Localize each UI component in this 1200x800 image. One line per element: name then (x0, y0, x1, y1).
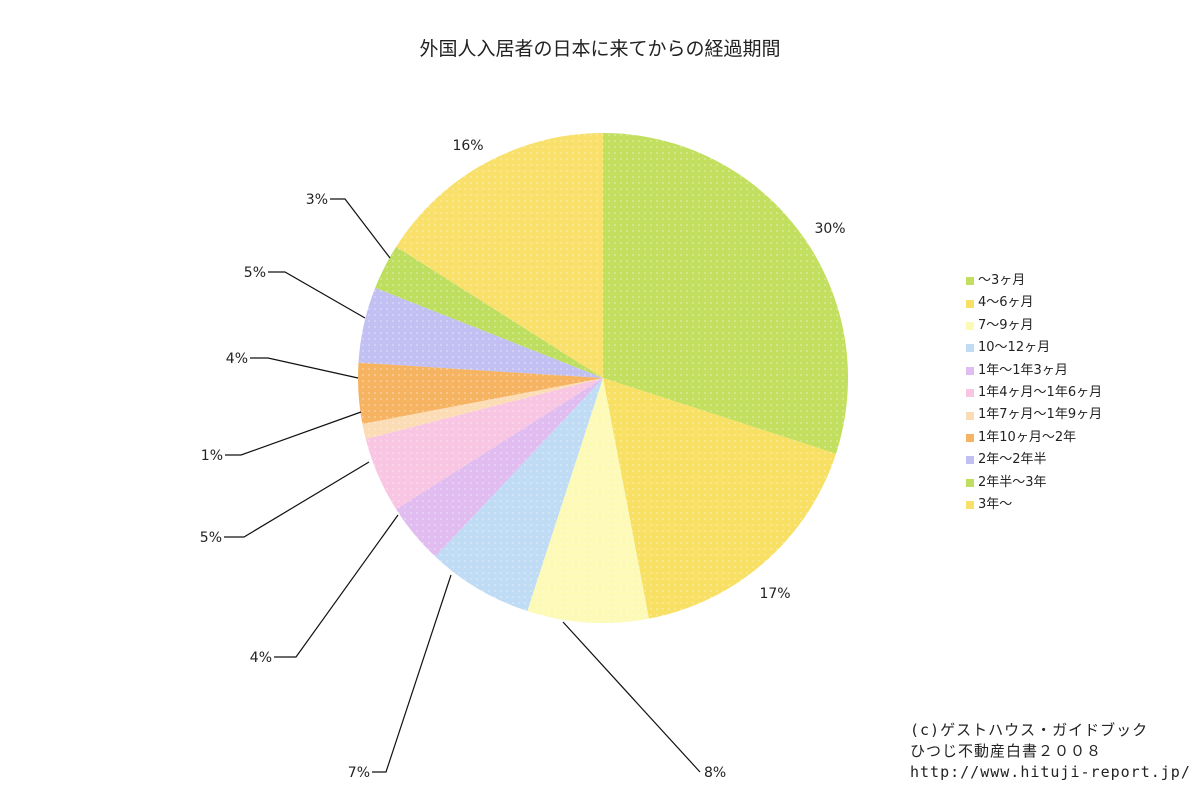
slice-percent-label: 5% (244, 265, 266, 281)
legend-swatch (966, 411, 974, 420)
legend-swatch (966, 433, 974, 442)
slice-percent-label: 1% (201, 448, 223, 464)
legend-label: 4〜6ヶ月 (978, 295, 1034, 311)
copyright-notice: (c)ゲストハウス・ガイドブック ひつじ不動産白書２００８ http://www… (910, 720, 1191, 783)
slice-percent-label: 30% (814, 221, 845, 237)
leader-line (268, 271, 366, 319)
pie-slice (375, 246, 603, 378)
slice-percent-label: 4% (250, 650, 272, 666)
legend-label: 1年7ヶ月〜1年9ヶ月 (978, 407, 1103, 423)
slice-percent-label: 16% (452, 138, 483, 154)
slice-percent-label: 7% (348, 765, 370, 781)
leader-line (224, 461, 370, 538)
pie-slice-texture (603, 133, 849, 454)
slice-percent-label: 4% (226, 351, 248, 367)
legend-entry: 1年10ヶ月〜2年 (966, 427, 1102, 449)
pie-slice (362, 378, 603, 439)
leader-line (250, 357, 359, 379)
pie-slice-texture (375, 246, 603, 378)
legend-label: 1年〜1年3ヶ月 (978, 362, 1068, 378)
pie-slice (357, 362, 603, 424)
legend-swatch (966, 366, 974, 375)
legend-entry: 7〜9ヶ月 (966, 315, 1102, 337)
legend-swatch (966, 277, 974, 286)
legend-swatch (966, 299, 974, 308)
pie-slice-texture (396, 378, 603, 557)
legend-entry: 1年4ヶ月〜1年6ヶ月 (966, 382, 1102, 404)
legend-label: 〜3ヶ月 (978, 273, 1026, 288)
leader-line (274, 514, 399, 658)
legend-entry: 1年〜1年3ヶ月 (966, 360, 1102, 382)
legend-swatch (966, 456, 974, 465)
pie-slice-texture (527, 378, 649, 624)
copyright-url: http://www.hituji-report.jp/ (910, 763, 1191, 781)
pie-slice (396, 133, 603, 378)
pie-slice (396, 378, 603, 557)
legend-swatch (966, 321, 974, 330)
pie-slice (358, 287, 603, 378)
legend-label: 1年4ヶ月〜1年6ヶ月 (978, 384, 1103, 400)
legend: 〜3ヶ月 4〜6ヶ月 7〜9ヶ月 10〜12ヶ月 1年〜1年3ヶ月 1年4ヶ月〜1年6ヶ月… (966, 270, 1102, 516)
legend-entry: 4〜6ヶ月 (966, 292, 1102, 314)
pie-slice (527, 378, 649, 624)
legend-entry: 2年〜2年半 (966, 449, 1102, 471)
legend-swatch (966, 478, 974, 487)
legend-label: 1年10ヶ月〜2年 (978, 429, 1077, 445)
copyright-line-1: (c)ゲストハウス・ガイドブック (910, 721, 1149, 739)
slice-percent-label: 8% (704, 765, 726, 781)
legend-entry: 1年7ヶ月〜1年9ヶ月 (966, 404, 1102, 426)
pie-slice-texture (365, 378, 603, 510)
legend-entry: 10〜12ヶ月 (966, 337, 1102, 359)
slice-percent-label: 17% (759, 586, 790, 602)
legend-label: 10〜12ヶ月 (978, 340, 1051, 356)
legend-swatch (966, 344, 974, 353)
legend-entry: 3年〜 (966, 494, 1102, 516)
pie-slice-texture (358, 287, 603, 378)
pie-slice-texture (357, 362, 603, 424)
legend-label: 3年〜 (978, 496, 1013, 512)
pie-slice (435, 378, 603, 612)
slice-percent-label: 5% (200, 530, 222, 546)
pie-slice-texture (603, 378, 837, 619)
pie-slice-texture (362, 378, 603, 439)
copyright-line-2: ひつじ不動産白書２００８ (910, 742, 1103, 760)
legend-swatch (966, 389, 974, 398)
legend-swatch (966, 501, 974, 510)
pie-slice (365, 378, 603, 510)
leader-line (372, 574, 452, 773)
legend-entry: 2年半〜3年 (966, 472, 1102, 494)
pie-slice (603, 133, 849, 454)
leader-line (562, 621, 701, 773)
leader-line (330, 198, 391, 259)
leader-line (225, 411, 362, 456)
legend-label: 2年半〜3年 (978, 474, 1047, 490)
slice-percent-label: 3% (306, 192, 328, 208)
legend-label: 7〜9ヶ月 (978, 317, 1034, 333)
legend-entry: 〜3ヶ月 (966, 270, 1102, 292)
chart-title: 外国人入居者の日本に来てからの経過期間 (419, 38, 781, 60)
pie-slice-texture (396, 133, 603, 378)
legend-label: 2年〜2年半 (978, 452, 1047, 468)
pie-slice-texture (435, 378, 603, 612)
pie-slice (603, 378, 837, 619)
